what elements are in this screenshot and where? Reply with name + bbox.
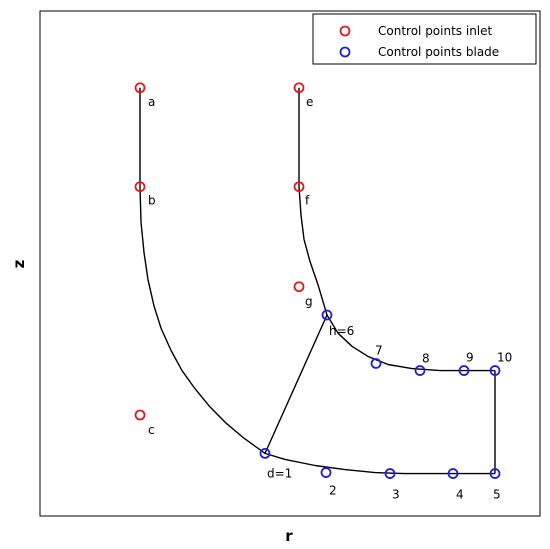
inlet-point-f — [293, 181, 305, 193]
blade-point-8 — [414, 365, 426, 376]
inlet-point-label: g — [305, 295, 313, 309]
inlet-point-label: a — [148, 95, 155, 109]
curve-hub — [139, 87, 495, 475]
points-layer — [134, 82, 501, 479]
curve-leading-edge — [264, 314, 328, 454]
blade-point-3 — [384, 468, 396, 479]
blade-point-label: 5 — [493, 488, 501, 502]
blade-point-label: 9 — [466, 351, 474, 365]
blade-point-d-1 — [259, 447, 271, 459]
inlet-point-label: c — [148, 423, 155, 437]
inlet-point-e — [293, 82, 305, 94]
inlet-point-b — [134, 181, 146, 193]
y-axis-label: z — [10, 259, 28, 268]
blade-point-5 — [489, 468, 501, 479]
inlet-point-c — [134, 409, 146, 421]
blade-point-label: 4 — [456, 488, 464, 502]
inlet-point-label: e — [306, 95, 313, 109]
blade-point-label: 3 — [392, 488, 400, 502]
x-axis-label: r — [285, 527, 293, 545]
blade-point-7 — [370, 358, 382, 369]
plot-frame — [39, 10, 541, 517]
curve-shroud — [298, 87, 495, 372]
point-labels-layer: a b c e f g d=1 2 3 4 5 h=6 7 8 9 10 — [148, 95, 512, 502]
blade-point-label: 8 — [422, 352, 430, 366]
blade-point-2 — [320, 467, 332, 478]
inlet-point-g — [293, 281, 305, 293]
blade-point-label: h=6 — [329, 324, 354, 338]
blade-point-label: 7 — [375, 343, 383, 357]
blade-point-10 — [489, 365, 501, 376]
blade-point-label: 10 — [497, 351, 512, 365]
legend-label-inlet: Control points inlet — [378, 24, 493, 38]
blade-point-h-6 — [321, 309, 333, 321]
curves-layer — [139, 87, 496, 475]
legend-box — [312, 13, 537, 65]
legend-marker-inlet — [339, 25, 351, 37]
inlet-point-a — [134, 82, 146, 94]
legend-label-blade: Control points blade — [378, 45, 499, 59]
blade-point-label: 2 — [329, 484, 337, 498]
blade-point-9 — [458, 365, 470, 376]
inlet-point-label: b — [148, 194, 156, 208]
legend: Control points inlet Control points blad… — [312, 13, 537, 65]
blade-point-label: d=1 — [267, 466, 292, 480]
legend-marker-blade — [339, 46, 351, 58]
blade-point-4 — [447, 468, 459, 479]
inlet-point-label: f — [305, 194, 310, 208]
